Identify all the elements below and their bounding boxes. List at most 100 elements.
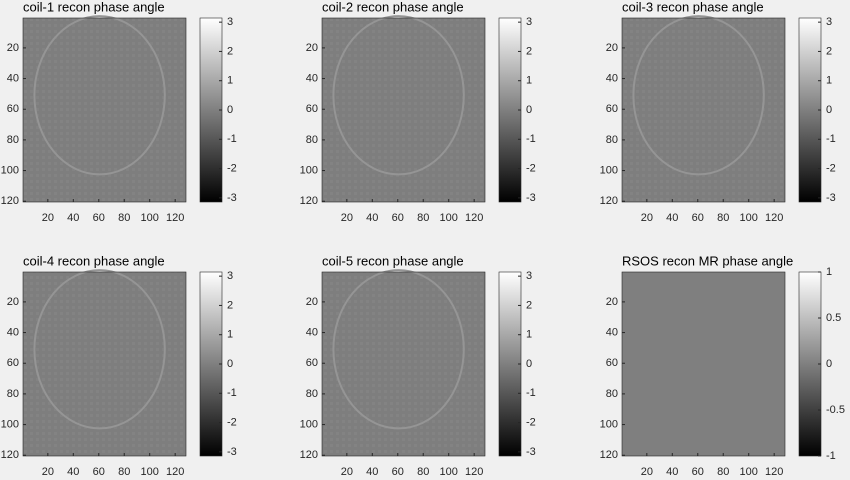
y-tick-label: 40 bbox=[7, 72, 19, 84]
subplot-title: RSOS recon MR phase angle bbox=[622, 253, 793, 268]
x-tick-label: 80 bbox=[417, 466, 429, 478]
colorbar-tick-label: 0 bbox=[526, 358, 532, 370]
axes-box bbox=[321, 17, 486, 203]
image bbox=[23, 18, 186, 202]
y-tick-label: 60 bbox=[7, 357, 19, 369]
x-tick-label: 60 bbox=[692, 466, 704, 478]
x-tick-label: 40 bbox=[666, 212, 678, 224]
image-ring bbox=[632, 15, 765, 176]
y-tick-label: 40 bbox=[306, 326, 318, 338]
y-tick-label: 20 bbox=[606, 296, 618, 308]
y-tick-label: 100 bbox=[600, 164, 618, 176]
y-tick-label: 100 bbox=[1, 164, 19, 176]
x-tick-label: 80 bbox=[417, 212, 429, 224]
x-tick-label: 120 bbox=[465, 212, 483, 224]
x-tick-label: 20 bbox=[641, 212, 653, 224]
colorbar bbox=[798, 17, 822, 203]
y-tick-label: 80 bbox=[306, 388, 318, 400]
colorbar-tick-label: 0 bbox=[526, 104, 532, 116]
image bbox=[322, 272, 485, 456]
subplot-title: coil-2 recon phase angle bbox=[322, 0, 464, 14]
y-tick-label: 60 bbox=[606, 103, 618, 115]
axes-box bbox=[22, 271, 187, 457]
image-ring bbox=[33, 15, 166, 176]
x-tick-label: 40 bbox=[366, 466, 378, 478]
subplot-title: coil-5 recon phase angle bbox=[322, 253, 464, 268]
x-tick-label: 100 bbox=[740, 212, 758, 224]
x-tick-label: 20 bbox=[641, 466, 653, 478]
x-tick-label: 120 bbox=[166, 466, 184, 478]
colorbar-tick-label: -1 bbox=[526, 133, 536, 145]
y-tick-label: 80 bbox=[306, 134, 318, 146]
y-tick-label: 40 bbox=[306, 72, 318, 84]
colorbar-tick-label: 3 bbox=[826, 16, 832, 28]
colorbar-tick-label: -2 bbox=[526, 416, 536, 428]
colorbar-tick-label: -1 bbox=[227, 387, 237, 399]
colorbar-tick-label: 3 bbox=[227, 270, 233, 282]
colorbar-tick-label: 0 bbox=[826, 358, 832, 370]
y-tick-label: 40 bbox=[606, 326, 618, 338]
colorbar-tick-label: 1 bbox=[526, 75, 532, 87]
image-ring bbox=[332, 269, 465, 430]
colorbar-tick-label: -1 bbox=[826, 450, 836, 462]
colorbar-tick-label: 3 bbox=[227, 16, 233, 28]
image-ring bbox=[33, 269, 166, 430]
colorbar bbox=[498, 271, 522, 457]
colorbar-tick-label: -2 bbox=[227, 162, 237, 174]
y-tick-label: 60 bbox=[306, 103, 318, 115]
colorbar-tick-label: 2 bbox=[227, 299, 233, 311]
y-tick-label: 100 bbox=[300, 164, 318, 176]
colorbar-tick-label: -3 bbox=[227, 446, 237, 458]
y-tick-label: 100 bbox=[600, 418, 618, 430]
colorbar-tick-label: -3 bbox=[826, 192, 836, 204]
y-tick-label: 20 bbox=[606, 42, 618, 54]
image bbox=[322, 18, 485, 202]
colorbar-tick-label: -2 bbox=[227, 416, 237, 428]
colorbar-tick-label: 0.5 bbox=[826, 312, 841, 324]
colorbar-tick-label: 1 bbox=[826, 266, 832, 278]
y-tick-label: 60 bbox=[306, 357, 318, 369]
colorbar-tick-label: 3 bbox=[526, 16, 532, 28]
y-tick-label: 120 bbox=[1, 449, 19, 461]
x-tick-label: 80 bbox=[118, 212, 130, 224]
y-tick-label: 100 bbox=[300, 418, 318, 430]
x-tick-label: 40 bbox=[67, 212, 79, 224]
subplot-title: coil-1 recon phase angle bbox=[23, 0, 165, 14]
y-tick-label: 120 bbox=[1, 195, 19, 207]
colorbar-tick-label: -2 bbox=[826, 162, 836, 174]
colorbar-tick-label: -3 bbox=[526, 192, 536, 204]
colorbar-tick-label: -1 bbox=[227, 133, 237, 145]
x-tick-label: 60 bbox=[93, 212, 105, 224]
x-tick-label: 60 bbox=[392, 466, 404, 478]
x-tick-label: 20 bbox=[341, 212, 353, 224]
x-tick-label: 20 bbox=[341, 466, 353, 478]
x-tick-label: 100 bbox=[141, 212, 159, 224]
x-tick-label: 120 bbox=[765, 212, 783, 224]
x-tick-label: 40 bbox=[67, 466, 79, 478]
y-tick-label: 40 bbox=[7, 326, 19, 338]
x-tick-label: 80 bbox=[717, 212, 729, 224]
colorbar bbox=[798, 271, 822, 457]
y-tick-label: 20 bbox=[306, 42, 318, 54]
y-tick-label: 100 bbox=[1, 418, 19, 430]
colorbar-tick-label: 1 bbox=[826, 75, 832, 87]
colorbar-tick-label: 1 bbox=[526, 329, 532, 341]
y-tick-label: 40 bbox=[606, 72, 618, 84]
image bbox=[23, 272, 186, 456]
y-tick-label: 80 bbox=[606, 388, 618, 400]
x-tick-label: 20 bbox=[42, 212, 54, 224]
colorbar-tick-label: 1 bbox=[227, 329, 233, 341]
colorbar-tick-label: 3 bbox=[526, 270, 532, 282]
colorbar-tick-label: 2 bbox=[526, 45, 532, 57]
image bbox=[622, 18, 785, 202]
image-ring bbox=[332, 15, 465, 176]
x-tick-label: 100 bbox=[740, 466, 758, 478]
x-tick-label: 60 bbox=[392, 212, 404, 224]
colorbar-tick-label: 0 bbox=[227, 358, 233, 370]
y-tick-label: 120 bbox=[600, 449, 618, 461]
y-tick-label: 120 bbox=[600, 195, 618, 207]
x-tick-label: 60 bbox=[692, 212, 704, 224]
axes-box bbox=[621, 271, 786, 457]
y-tick-label: 80 bbox=[7, 134, 19, 146]
